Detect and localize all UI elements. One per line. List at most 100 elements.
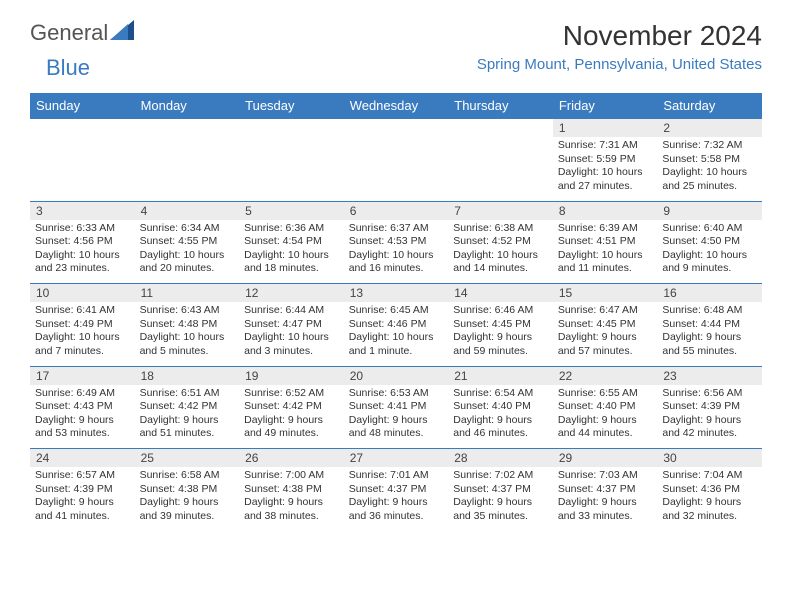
day-number: 29 — [553, 449, 658, 468]
daylight-text: Daylight: 10 hours and 9 minutes. — [662, 249, 757, 276]
week-3-content: Sunrise: 6:49 AMSunset: 4:43 PMDaylight:… — [30, 385, 762, 449]
day-number — [344, 119, 449, 138]
sunrise-text: Sunrise: 6:54 AM — [453, 387, 548, 401]
day-number: 10 — [30, 284, 135, 303]
day-cell — [30, 137, 135, 201]
week-1-content: Sunrise: 6:33 AMSunset: 4:56 PMDaylight:… — [30, 220, 762, 284]
sunset-text: Sunset: 4:40 PM — [453, 400, 548, 414]
sunset-text: Sunset: 4:48 PM — [140, 318, 235, 332]
day-number: 5 — [239, 201, 344, 220]
day-number: 1 — [553, 119, 658, 138]
daylight-text: Daylight: 9 hours and 48 minutes. — [349, 414, 444, 441]
day-number: 7 — [448, 201, 553, 220]
day-cell: Sunrise: 7:32 AMSunset: 5:58 PMDaylight:… — [657, 137, 762, 201]
col-saturday: Saturday — [657, 93, 762, 119]
daylight-text: Daylight: 9 hours and 49 minutes. — [244, 414, 339, 441]
sunset-text: Sunset: 4:38 PM — [140, 483, 235, 497]
day-cell: Sunrise: 6:44 AMSunset: 4:47 PMDaylight:… — [239, 302, 344, 366]
logo: General — [30, 20, 136, 46]
week-0-content: Sunrise: 7:31 AMSunset: 5:59 PMDaylight:… — [30, 137, 762, 201]
sunrise-text: Sunrise: 6:47 AM — [558, 304, 653, 318]
day-cell: Sunrise: 7:03 AMSunset: 4:37 PMDaylight:… — [553, 467, 658, 531]
sunrise-text: Sunrise: 6:46 AM — [453, 304, 548, 318]
day-cell: Sunrise: 6:49 AMSunset: 4:43 PMDaylight:… — [30, 385, 135, 449]
day-cell: Sunrise: 7:01 AMSunset: 4:37 PMDaylight:… — [344, 467, 449, 531]
day-number: 28 — [448, 449, 553, 468]
sunrise-text: Sunrise: 7:31 AM — [558, 139, 653, 153]
day-number — [239, 119, 344, 138]
sunset-text: Sunset: 4:53 PM — [349, 235, 444, 249]
col-monday: Monday — [135, 93, 240, 119]
day-number: 17 — [30, 366, 135, 385]
sunrise-text: Sunrise: 6:58 AM — [140, 469, 235, 483]
sunrise-text: Sunrise: 7:03 AM — [558, 469, 653, 483]
week-4-daynums: 24252627282930 — [30, 449, 762, 468]
sunrise-text: Sunrise: 6:33 AM — [35, 222, 130, 236]
day-cell: Sunrise: 6:34 AMSunset: 4:55 PMDaylight:… — [135, 220, 240, 284]
day-number: 23 — [657, 366, 762, 385]
sunset-text: Sunset: 4:42 PM — [140, 400, 235, 414]
day-number — [30, 119, 135, 138]
day-number: 9 — [657, 201, 762, 220]
col-thursday: Thursday — [448, 93, 553, 119]
sunrise-text: Sunrise: 6:37 AM — [349, 222, 444, 236]
day-cell: Sunrise: 6:53 AMSunset: 4:41 PMDaylight:… — [344, 385, 449, 449]
day-cell: Sunrise: 7:02 AMSunset: 4:37 PMDaylight:… — [448, 467, 553, 531]
daylight-text: Daylight: 10 hours and 5 minutes. — [140, 331, 235, 358]
sunset-text: Sunset: 4:46 PM — [349, 318, 444, 332]
sunset-text: Sunset: 4:42 PM — [244, 400, 339, 414]
sunrise-text: Sunrise: 6:40 AM — [662, 222, 757, 236]
sunset-text: Sunset: 4:44 PM — [662, 318, 757, 332]
month-title: November 2024 — [477, 20, 762, 52]
day-cell: Sunrise: 6:39 AMSunset: 4:51 PMDaylight:… — [553, 220, 658, 284]
day-number: 22 — [553, 366, 658, 385]
day-cell: Sunrise: 6:40 AMSunset: 4:50 PMDaylight:… — [657, 220, 762, 284]
daylight-text: Daylight: 9 hours and 46 minutes. — [453, 414, 548, 441]
sunset-text: Sunset: 4:41 PM — [349, 400, 444, 414]
daylight-text: Daylight: 10 hours and 18 minutes. — [244, 249, 339, 276]
sunset-text: Sunset: 4:43 PM — [35, 400, 130, 414]
day-cell: Sunrise: 6:46 AMSunset: 4:45 PMDaylight:… — [448, 302, 553, 366]
day-cell: Sunrise: 6:41 AMSunset: 4:49 PMDaylight:… — [30, 302, 135, 366]
sunset-text: Sunset: 5:58 PM — [662, 153, 757, 167]
day-number: 30 — [657, 449, 762, 468]
sunrise-text: Sunrise: 6:34 AM — [140, 222, 235, 236]
sunrise-text: Sunrise: 7:32 AM — [662, 139, 757, 153]
day-cell: Sunrise: 7:31 AMSunset: 5:59 PMDaylight:… — [553, 137, 658, 201]
sunrise-text: Sunrise: 6:36 AM — [244, 222, 339, 236]
day-cell: Sunrise: 6:58 AMSunset: 4:38 PMDaylight:… — [135, 467, 240, 531]
day-number: 18 — [135, 366, 240, 385]
day-cell — [448, 137, 553, 201]
day-cell — [344, 137, 449, 201]
sunset-text: Sunset: 4:45 PM — [453, 318, 548, 332]
day-number: 25 — [135, 449, 240, 468]
day-cell: Sunrise: 6:38 AMSunset: 4:52 PMDaylight:… — [448, 220, 553, 284]
daylight-text: Daylight: 10 hours and 25 minutes. — [662, 166, 757, 193]
daylight-text: Daylight: 10 hours and 16 minutes. — [349, 249, 444, 276]
col-sunday: Sunday — [30, 93, 135, 119]
daylight-text: Daylight: 9 hours and 51 minutes. — [140, 414, 235, 441]
daylight-text: Daylight: 10 hours and 1 minute. — [349, 331, 444, 358]
sunset-text: Sunset: 4:47 PM — [244, 318, 339, 332]
daylight-text: Daylight: 9 hours and 42 minutes. — [662, 414, 757, 441]
day-cell: Sunrise: 6:48 AMSunset: 4:44 PMDaylight:… — [657, 302, 762, 366]
daylight-text: Daylight: 9 hours and 41 minutes. — [35, 496, 130, 523]
sunset-text: Sunset: 4:38 PM — [244, 483, 339, 497]
col-tuesday: Tuesday — [239, 93, 344, 119]
day-cell: Sunrise: 6:33 AMSunset: 4:56 PMDaylight:… — [30, 220, 135, 284]
sunrise-text: Sunrise: 6:38 AM — [453, 222, 548, 236]
day-cell — [135, 137, 240, 201]
sunrise-text: Sunrise: 7:02 AM — [453, 469, 548, 483]
sunset-text: Sunset: 4:39 PM — [662, 400, 757, 414]
day-number: 20 — [344, 366, 449, 385]
week-0-daynums: 12 — [30, 119, 762, 138]
day-cell: Sunrise: 7:00 AMSunset: 4:38 PMDaylight:… — [239, 467, 344, 531]
sunset-text: Sunset: 4:40 PM — [558, 400, 653, 414]
sunset-text: Sunset: 4:36 PM — [662, 483, 757, 497]
daylight-text: Daylight: 10 hours and 7 minutes. — [35, 331, 130, 358]
day-number: 4 — [135, 201, 240, 220]
day-cell: Sunrise: 6:45 AMSunset: 4:46 PMDaylight:… — [344, 302, 449, 366]
sunrise-text: Sunrise: 6:48 AM — [662, 304, 757, 318]
day-cell: Sunrise: 6:57 AMSunset: 4:39 PMDaylight:… — [30, 467, 135, 531]
sunrise-text: Sunrise: 7:04 AM — [662, 469, 757, 483]
